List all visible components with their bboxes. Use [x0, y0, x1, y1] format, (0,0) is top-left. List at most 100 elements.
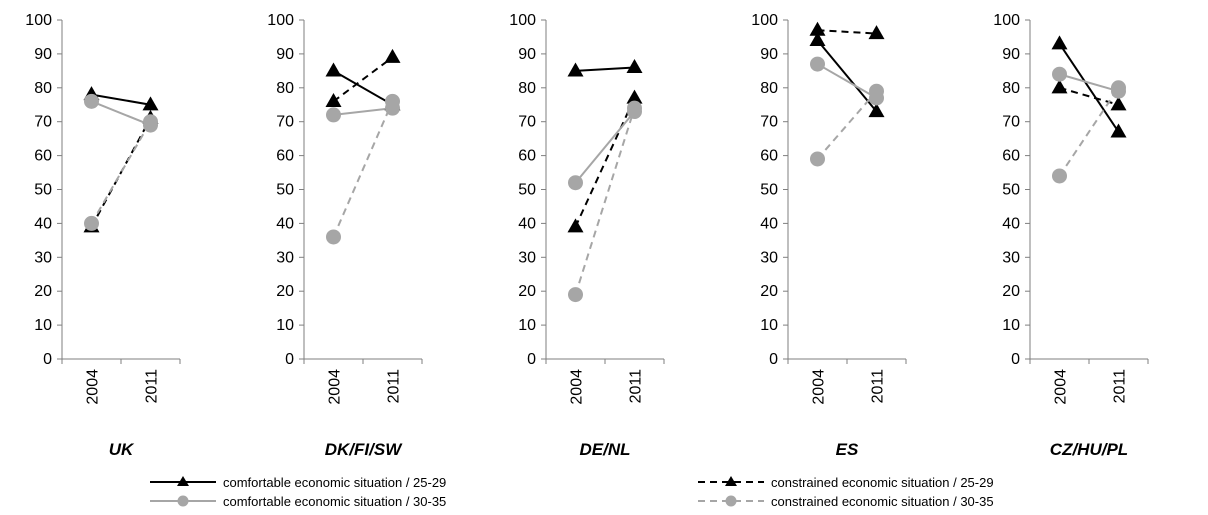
legend-label: comfortable economic situation / 25-29	[223, 475, 446, 490]
y-tick-label: 60	[34, 148, 52, 165]
y-tick-label: 90	[34, 46, 52, 63]
y-tick-label: 20	[276, 283, 294, 300]
y-tick-label: 90	[760, 46, 778, 63]
series-line-constrained-economic-situation-30-35	[816, 90, 878, 160]
y-tick-label: 70	[1002, 114, 1020, 131]
series-line-constrained-economic-situation-30-35	[1058, 87, 1120, 177]
x-tick-label: 2004	[811, 369, 828, 405]
x-tick-label: 2004	[1053, 369, 1070, 405]
data-point-circle	[1052, 168, 1067, 184]
legend-label: constrained economic situation / 25-29	[771, 475, 994, 490]
data-point-triangle	[626, 89, 643, 104]
legend-item-constrained-economic-situation-25-29: constrained economic situation / 25-29	[698, 475, 994, 490]
data-point-triangle	[1110, 123, 1127, 138]
data-point-circle	[627, 100, 642, 116]
y-tick-label: 0	[285, 351, 294, 368]
legend-item-comfortable-economic-situation-30-35: comfortable economic situation / 30-35	[150, 494, 446, 509]
y-tick-label: 100	[267, 12, 294, 29]
panel-de-nl: 0 10 20 30 40 50 60 70 80 90 100 2004 2011 DE/NL	[509, 12, 665, 459]
y-tick-label: 40	[760, 215, 778, 232]
y-tick-label: 30	[760, 249, 778, 266]
data-point-circle	[568, 287, 583, 303]
panel-es: 0 10 20 30 40 50 60 70 80 90 100 2004 2011 ES	[751, 12, 907, 459]
y-tick-label: 40	[518, 215, 536, 232]
y-tick-label: 30	[1002, 249, 1020, 266]
data-point-circle	[810, 151, 825, 167]
y-tick-label: 60	[760, 148, 778, 165]
legend-marker-circle	[725, 495, 737, 507]
data-point-triangle	[567, 218, 584, 233]
y-tick-label: 0	[1011, 351, 1020, 368]
data-point-circle	[143, 114, 158, 130]
y-tick-label: 100	[993, 12, 1020, 29]
y-tick-label: 10	[34, 317, 52, 334]
y-tick-label: 40	[34, 215, 52, 232]
series-line-comfortable-economic-situation-30-35	[91, 100, 151, 127]
legend-label: constrained economic situation / 30-35	[771, 494, 994, 509]
legend-item-comfortable-economic-situation-25-29: comfortable economic situation / 25-29	[150, 475, 446, 490]
y-tick-label: 90	[276, 46, 294, 63]
series-line-comfortable-economic-situation-25-29	[1058, 43, 1120, 133]
legend-label: comfortable economic situation / 30-35	[223, 494, 446, 509]
y-tick-label: 10	[518, 317, 536, 334]
y-tick-label: 10	[276, 317, 294, 334]
y-tick-label: 10	[1002, 317, 1020, 334]
y-tick-label: 0	[527, 351, 536, 368]
y-tick-label: 40	[276, 215, 294, 232]
y-tick-label: 90	[518, 46, 536, 63]
y-tick-label: 100	[25, 12, 52, 29]
y-tick-label: 50	[1002, 182, 1020, 199]
y-tick-label: 80	[276, 80, 294, 97]
y-tick-label: 40	[1002, 215, 1020, 232]
data-point-triangle	[567, 62, 584, 77]
y-tick-label: 0	[769, 351, 778, 368]
x-tick-label: 2004	[569, 369, 586, 405]
y-tick-label: 0	[43, 351, 52, 368]
series-line-comfortable-economic-situation-25-29	[575, 66, 635, 72]
y-tick-label: 50	[34, 182, 52, 199]
y-tick-label: 60	[518, 148, 536, 165]
x-tick-label: 2011	[144, 369, 161, 404]
series-line-comfortable-economic-situation-30-35	[1059, 73, 1119, 93]
y-tick-label: 50	[518, 182, 536, 199]
y-tick-label: 20	[34, 283, 52, 300]
panel-title: DE/NL	[580, 440, 631, 459]
series-line-constrained-economic-situation-30-35	[574, 107, 636, 295]
y-tick-label: 80	[760, 80, 778, 97]
legend-marker-triangle	[177, 476, 189, 486]
data-point-circle	[810, 56, 825, 72]
legend-item-constrained-economic-situation-30-35: constrained economic situation / 30-35	[698, 494, 994, 509]
series-line-constrained-economic-situation-25-29	[574, 97, 636, 228]
data-point-triangle	[325, 62, 342, 77]
y-tick-label: 20	[760, 283, 778, 300]
series-line-constrained-economic-situation-25-29	[332, 56, 394, 103]
y-tick-label: 50	[760, 182, 778, 199]
y-tick-label: 70	[518, 114, 536, 131]
series-line-constrained-economic-situation-30-35	[90, 121, 152, 224]
legend: comfortable economic situation / 25-29 co…	[150, 475, 994, 509]
y-tick-label: 20	[1002, 283, 1020, 300]
data-point-circle	[385, 93, 400, 109]
series-line-comfortable-economic-situation-30-35	[333, 107, 393, 116]
series-line-comfortable-economic-situation-25-29	[333, 69, 393, 106]
y-tick-label: 60	[276, 148, 294, 165]
y-tick-label: 70	[276, 114, 294, 131]
y-tick-label: 100	[751, 12, 778, 29]
data-point-triangle	[809, 31, 826, 46]
data-point-triangle	[868, 25, 885, 40]
data-point-circle	[84, 93, 99, 109]
data-point-triangle	[868, 103, 885, 118]
series-line-constrained-economic-situation-25-29	[90, 117, 152, 228]
y-tick-label: 90	[1002, 46, 1020, 63]
x-tick-label: 2004	[85, 369, 102, 405]
y-tick-label: 30	[276, 249, 294, 266]
panel-title: CZ/HU/PL	[1050, 440, 1128, 459]
y-tick-label: 10	[760, 317, 778, 334]
data-point-triangle	[626, 59, 643, 74]
y-tick-label: 80	[34, 80, 52, 97]
panel-dk-fi-sw: 0 10 20 30 40 50 60 70 80 90 100 2004 2011 DK/FI/SW	[267, 12, 423, 459]
y-tick-label: 80	[518, 80, 536, 97]
y-tick-label: 60	[1002, 148, 1020, 165]
x-tick-label: 2004	[327, 369, 344, 405]
